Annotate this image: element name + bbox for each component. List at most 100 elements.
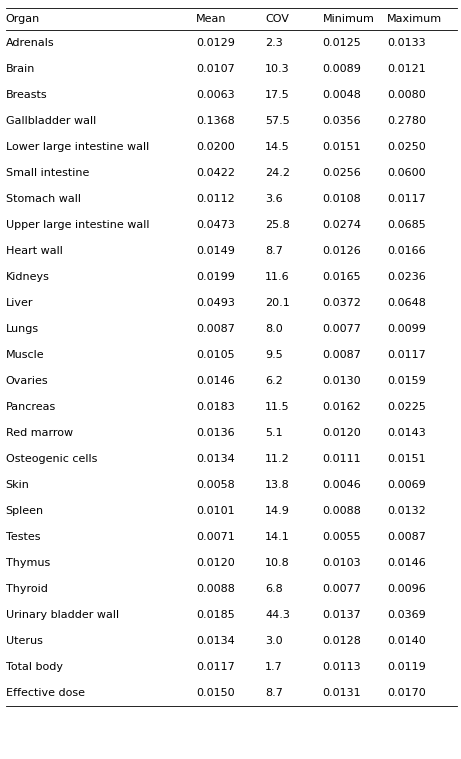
Text: Minimum: Minimum: [323, 14, 375, 24]
Text: 0.0120: 0.0120: [196, 558, 235, 568]
Text: 0.0256: 0.0256: [323, 168, 361, 178]
Text: 0.0058: 0.0058: [196, 480, 235, 490]
Text: Uterus: Uterus: [6, 636, 42, 646]
Text: Muscle: Muscle: [6, 350, 44, 360]
Text: 14.1: 14.1: [265, 532, 290, 542]
Text: 0.0274: 0.0274: [323, 220, 362, 230]
Text: 0.0113: 0.0113: [323, 662, 361, 672]
Text: 0.0080: 0.0080: [387, 90, 426, 100]
Text: 2.3: 2.3: [265, 38, 283, 48]
Text: 0.0119: 0.0119: [387, 662, 426, 672]
Text: 0.0199: 0.0199: [196, 272, 235, 282]
Text: 0.0077: 0.0077: [323, 324, 361, 334]
Text: 0.0046: 0.0046: [323, 480, 361, 490]
Text: 0.0120: 0.0120: [323, 428, 361, 438]
Text: 0.0111: 0.0111: [323, 454, 361, 464]
Text: Adrenals: Adrenals: [6, 38, 54, 48]
Text: 9.5: 9.5: [265, 350, 283, 360]
Text: 3.6: 3.6: [265, 194, 283, 204]
Text: 8.7: 8.7: [265, 688, 283, 698]
Text: Stomach wall: Stomach wall: [6, 194, 81, 204]
Text: Organ: Organ: [6, 14, 40, 24]
Text: Urinary bladder wall: Urinary bladder wall: [6, 610, 118, 620]
Text: 0.0087: 0.0087: [196, 324, 235, 334]
Text: 14.5: 14.5: [265, 142, 290, 152]
Text: 0.0685: 0.0685: [387, 220, 426, 230]
Text: 0.0101: 0.0101: [196, 506, 235, 516]
Text: 0.0236: 0.0236: [387, 272, 426, 282]
Text: Lungs: Lungs: [6, 324, 39, 334]
Text: 11.2: 11.2: [265, 454, 290, 464]
Text: 0.0089: 0.0089: [323, 64, 361, 74]
Text: 0.0200: 0.0200: [196, 142, 235, 152]
Text: 25.8: 25.8: [265, 220, 290, 230]
Text: Heart wall: Heart wall: [6, 246, 62, 256]
Text: 5.1: 5.1: [265, 428, 283, 438]
Text: Spleen: Spleen: [6, 506, 44, 516]
Text: 0.0087: 0.0087: [323, 350, 361, 360]
Text: 0.0117: 0.0117: [196, 662, 235, 672]
Text: 0.0121: 0.0121: [387, 64, 426, 74]
Text: 0.0087: 0.0087: [387, 532, 426, 542]
Text: 0.0183: 0.0183: [196, 402, 235, 412]
Text: 0.0069: 0.0069: [387, 480, 426, 490]
Text: 0.0159: 0.0159: [387, 376, 426, 386]
Text: 0.0185: 0.0185: [196, 610, 235, 620]
Text: 0.0088: 0.0088: [323, 506, 361, 516]
Text: 0.0048: 0.0048: [323, 90, 361, 100]
Text: 11.6: 11.6: [265, 272, 290, 282]
Text: 0.0162: 0.0162: [323, 402, 361, 412]
Text: 0.0369: 0.0369: [387, 610, 426, 620]
Text: Maximum: Maximum: [387, 14, 443, 24]
Text: 6.8: 6.8: [265, 584, 283, 594]
Text: 14.9: 14.9: [265, 506, 290, 516]
Text: 0.0648: 0.0648: [387, 298, 426, 308]
Text: 0.0131: 0.0131: [323, 688, 361, 698]
Text: 0.0105: 0.0105: [196, 350, 235, 360]
Text: 11.5: 11.5: [265, 402, 290, 412]
Text: Small intestine: Small intestine: [6, 168, 89, 178]
Text: Upper large intestine wall: Upper large intestine wall: [6, 220, 149, 230]
Text: Breasts: Breasts: [6, 90, 47, 100]
Text: Effective dose: Effective dose: [6, 688, 84, 698]
Text: 0.0132: 0.0132: [387, 506, 426, 516]
Text: 0.0099: 0.0099: [387, 324, 426, 334]
Text: 20.1: 20.1: [265, 298, 290, 308]
Text: Kidneys: Kidneys: [6, 272, 49, 282]
Text: 0.0063: 0.0063: [196, 90, 235, 100]
Text: 0.0088: 0.0088: [196, 584, 235, 594]
Text: 1.7: 1.7: [265, 662, 283, 672]
Text: 0.0372: 0.0372: [323, 298, 361, 308]
Text: 0.0129: 0.0129: [196, 38, 235, 48]
Text: 0.0146: 0.0146: [196, 376, 235, 386]
Text: 0.0055: 0.0055: [323, 532, 361, 542]
Text: Pancreas: Pancreas: [6, 402, 56, 412]
Text: 0.0143: 0.0143: [387, 428, 426, 438]
Text: 0.0112: 0.0112: [196, 194, 235, 204]
Text: 0.0140: 0.0140: [387, 636, 426, 646]
Text: Liver: Liver: [6, 298, 33, 308]
Text: 0.0493: 0.0493: [196, 298, 235, 308]
Text: Total body: Total body: [6, 662, 63, 672]
Text: 6.2: 6.2: [265, 376, 283, 386]
Text: Osteogenic cells: Osteogenic cells: [6, 454, 97, 464]
Text: 0.0134: 0.0134: [196, 636, 235, 646]
Text: 0.0151: 0.0151: [323, 142, 361, 152]
Text: 0.0096: 0.0096: [387, 584, 426, 594]
Text: 0.0250: 0.0250: [387, 142, 426, 152]
Text: 8.0: 8.0: [265, 324, 283, 334]
Text: 0.0146: 0.0146: [387, 558, 426, 568]
Text: COV: COV: [265, 14, 289, 24]
Text: 0.0137: 0.0137: [323, 610, 361, 620]
Text: 0.0473: 0.0473: [196, 220, 235, 230]
Text: 0.0225: 0.0225: [387, 402, 426, 412]
Text: 0.0170: 0.0170: [387, 688, 426, 698]
Text: 0.0150: 0.0150: [196, 688, 235, 698]
Text: 0.0108: 0.0108: [323, 194, 361, 204]
Text: 10.3: 10.3: [265, 64, 290, 74]
Text: 0.0103: 0.0103: [323, 558, 361, 568]
Text: 0.1368: 0.1368: [196, 116, 235, 126]
Text: Thyroid: Thyroid: [6, 584, 47, 594]
Text: 0.2780: 0.2780: [387, 116, 426, 126]
Text: 3.0: 3.0: [265, 636, 283, 646]
